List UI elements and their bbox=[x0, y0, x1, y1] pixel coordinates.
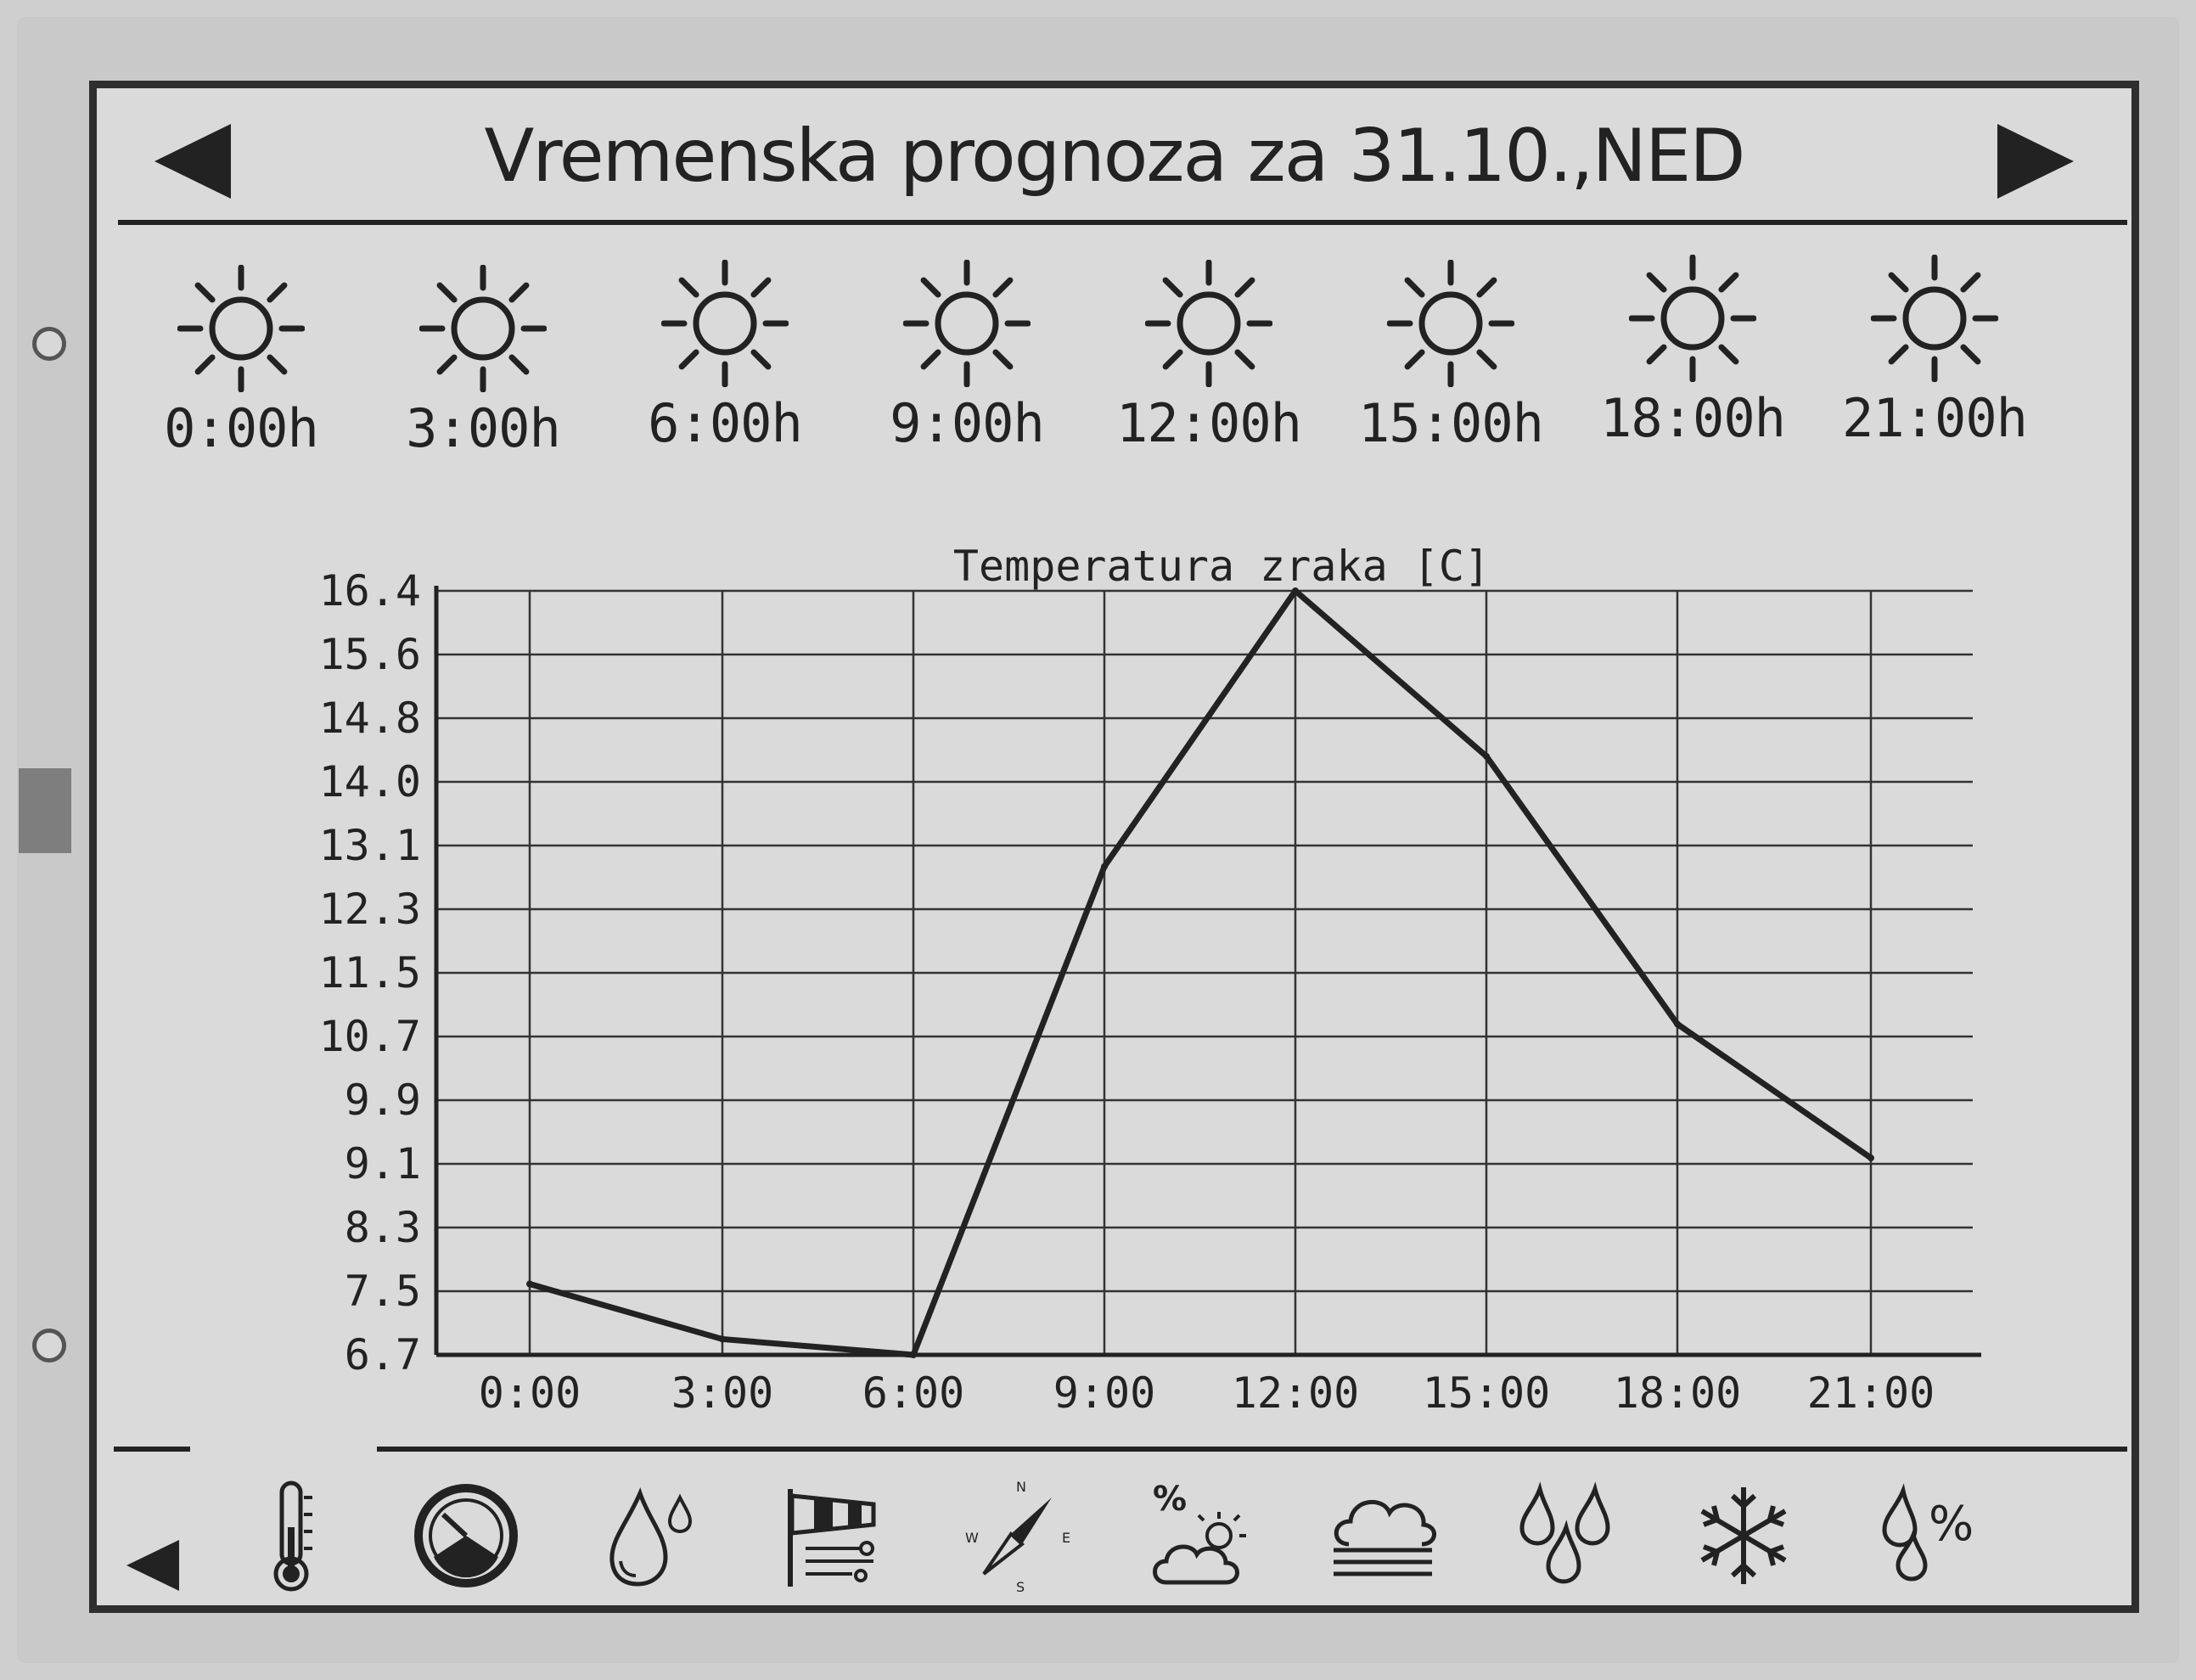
sun-icon bbox=[1145, 260, 1272, 387]
temperature-data-point bbox=[1867, 1155, 1874, 1162]
temperature-data-point bbox=[1674, 1020, 1681, 1028]
hourly-time-label: 6:00h bbox=[648, 392, 803, 454]
hourly-item: 18:00h bbox=[1595, 255, 1790, 449]
sun-icon bbox=[1871, 255, 1998, 382]
hourly-time-label: 21:00h bbox=[1842, 387, 2028, 449]
x-tick-label: 9:00 bbox=[1053, 1368, 1155, 1418]
mounting-hole bbox=[32, 327, 66, 361]
y-tick-label: 9.1 bbox=[345, 1139, 421, 1188]
hourly-item: 12:00h bbox=[1111, 260, 1306, 454]
y-tick-label: 13.1 bbox=[319, 821, 421, 870]
y-tick-label: 7.5 bbox=[345, 1267, 421, 1316]
temperature-data-point bbox=[719, 1335, 726, 1343]
wind-compass-icon[interactable]: N E S W bbox=[950, 1464, 1086, 1608]
y-tick-label: 6.7 bbox=[345, 1330, 421, 1379]
temperature-data-point bbox=[1101, 862, 1108, 870]
y-tick-label: 10.7 bbox=[319, 1012, 421, 1061]
y-tick-label: 14.0 bbox=[319, 757, 421, 806]
fog-icon[interactable] bbox=[1315, 1464, 1451, 1608]
hourly-time-label: 18:00h bbox=[1600, 387, 1786, 449]
hourly-item: 21:00h bbox=[1837, 255, 2032, 449]
x-tick-label: 12:00 bbox=[1232, 1368, 1360, 1418]
hourly-time-label: 12:00h bbox=[1116, 392, 1302, 454]
hourly-time-label: 15:00h bbox=[1358, 392, 1544, 454]
cloud-percent-label: % bbox=[1153, 1480, 1187, 1519]
x-tick-label: 15:00 bbox=[1423, 1368, 1551, 1418]
sun-icon bbox=[903, 260, 1031, 387]
temperature-data-point bbox=[1483, 752, 1490, 760]
hourly-forecast-row: 0:00h 3:00h 6:00h 9:00h 12:00h 15:00h 18… bbox=[97, 255, 2131, 564]
y-tick-label: 11.5 bbox=[319, 948, 421, 997]
hourly-item: 9:00h bbox=[869, 260, 1064, 454]
header: Vremenska prognoza za 31.10.,NED bbox=[97, 88, 2131, 228]
snow-icon[interactable] bbox=[1676, 1464, 1811, 1608]
cloud-cover-icon[interactable]: % bbox=[1132, 1464, 1268, 1608]
x-tick-label: 0:00 bbox=[479, 1368, 581, 1418]
sun-icon bbox=[419, 265, 547, 392]
chart-title: Temperatura zraka [C] bbox=[953, 542, 1490, 591]
header-divider bbox=[118, 220, 2127, 225]
y-tick-label: 8.3 bbox=[345, 1203, 421, 1252]
hourly-time-label: 9:00h bbox=[890, 392, 1045, 454]
humidity-drop-icon[interactable] bbox=[585, 1464, 721, 1608]
hourly-time-label: 3:00h bbox=[406, 397, 561, 459]
previous-day-arrow-icon[interactable] bbox=[154, 124, 231, 199]
compass-south-label: S bbox=[1016, 1579, 1025, 1595]
temperature-chart: Temperatura zraka [C] 16.4 15.6 14.8 14.0 13.… bbox=[319, 542, 1981, 1418]
y-tick-label: 12.3 bbox=[319, 885, 421, 934]
x-tick-label: 6:00 bbox=[862, 1368, 964, 1418]
pressure-gauge-icon[interactable] bbox=[398, 1464, 534, 1608]
toolbar-divider bbox=[114, 1447, 190, 1452]
y-tick-label: 16.4 bbox=[319, 566, 421, 615]
bezel-tab bbox=[19, 768, 71, 853]
next-day-arrow-icon[interactable] bbox=[1997, 124, 2074, 199]
temperature-series-line bbox=[529, 587, 1873, 1358]
sun-icon bbox=[177, 265, 305, 392]
precip-percent-label: % bbox=[1929, 1497, 1974, 1552]
hourly-time-label: 0:00h bbox=[164, 397, 319, 459]
y-tick-label: 15.6 bbox=[319, 630, 421, 679]
temperature-data-point bbox=[910, 1351, 917, 1358]
sun-icon bbox=[1387, 260, 1514, 387]
wind-sock-icon[interactable] bbox=[767, 1464, 903, 1608]
x-tick-label: 18:00 bbox=[1614, 1368, 1742, 1418]
toolbar-divider bbox=[377, 1447, 2127, 1452]
mounting-hole bbox=[32, 1329, 66, 1363]
compass-east-label: E bbox=[1062, 1530, 1070, 1546]
hourly-item: 0:00h bbox=[143, 265, 339, 459]
toolbar-previous-arrow-icon[interactable] bbox=[126, 1540, 179, 1591]
hourly-item: 15:00h bbox=[1353, 260, 1548, 454]
thermometer-icon[interactable] bbox=[224, 1464, 360, 1608]
page-title: Vremenska prognoza za 31.10.,NED bbox=[484, 114, 1745, 199]
temperature-data-point bbox=[1292, 587, 1299, 594]
compass-north-label: N bbox=[1016, 1479, 1026, 1495]
e-paper-screen: Vremenska prognoza za 31.10.,NED 0:00h 3… bbox=[89, 81, 2139, 1613]
precipitation-probability-icon[interactable]: % bbox=[1858, 1464, 1994, 1608]
sun-icon bbox=[661, 260, 789, 387]
hourly-item: 6:00h bbox=[627, 260, 823, 454]
x-tick-label: 21:00 bbox=[1807, 1368, 1935, 1418]
hourly-item: 3:00h bbox=[385, 265, 581, 459]
y-tick-label: 9.9 bbox=[345, 1076, 421, 1125]
y-tick-label: 14.8 bbox=[319, 694, 421, 743]
compass-west-label: W bbox=[965, 1530, 979, 1546]
temperature-data-point bbox=[526, 1280, 533, 1288]
sun-icon bbox=[1629, 255, 1756, 382]
x-tick-label: 3:00 bbox=[671, 1368, 773, 1418]
rain-icon[interactable] bbox=[1497, 1464, 1633, 1608]
